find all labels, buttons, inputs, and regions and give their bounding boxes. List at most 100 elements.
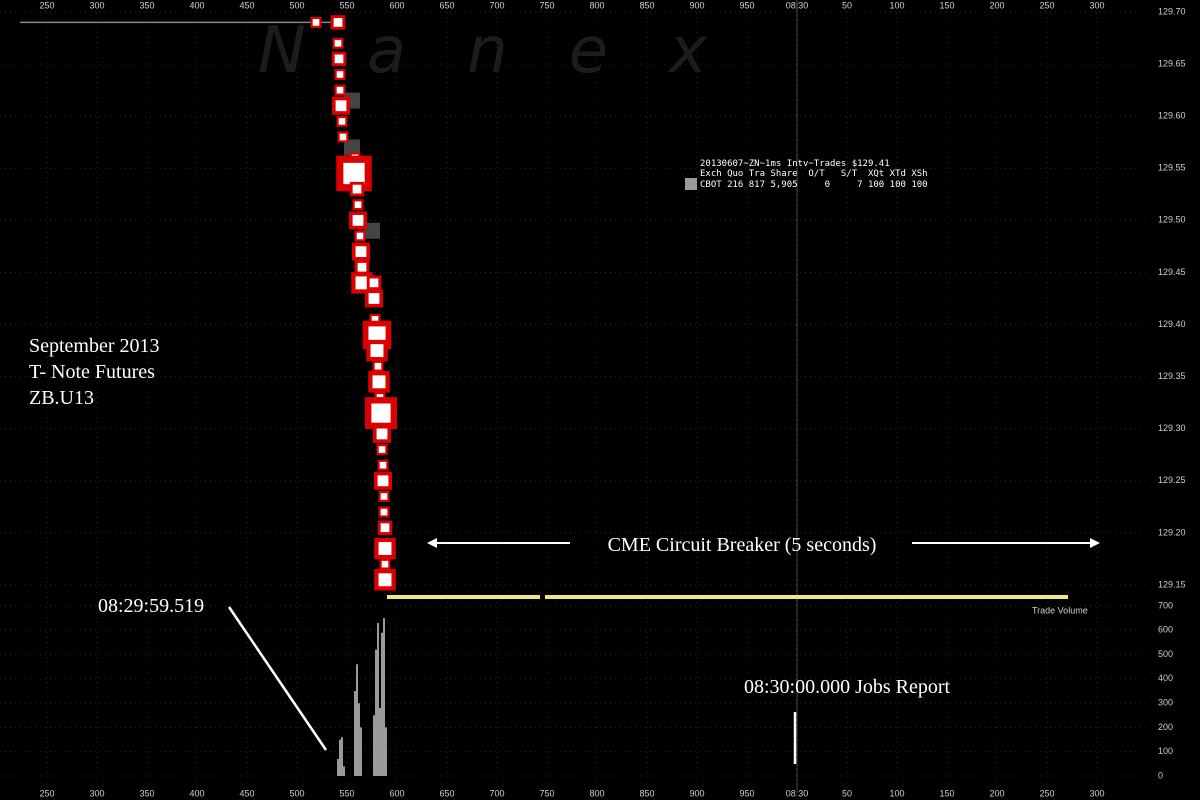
trade [354, 230, 366, 242]
x-tick-label: 50 [842, 0, 852, 10]
y2-tick-label: 200 [1158, 722, 1173, 732]
trade [379, 558, 391, 570]
trade [354, 259, 370, 275]
x-tick-label: 600 [389, 0, 404, 10]
y-tick-label: 129.55 [1158, 163, 1186, 173]
info-line: CBOT 216 817 5,905 0 7 100 100 100 [700, 180, 928, 190]
trade [374, 569, 396, 591]
x-tick-label: 250 [39, 788, 54, 798]
y-tick-label: 129.45 [1158, 267, 1186, 277]
y-tick-label: 129.25 [1158, 475, 1186, 485]
y-tick-label: 129.60 [1158, 111, 1186, 121]
x-tick-label: 400 [189, 0, 204, 10]
arrow-head [1090, 538, 1100, 548]
y-tick-label: 129.30 [1158, 423, 1186, 433]
y2-tick-label: 300 [1158, 698, 1173, 708]
y2-tick-label: 700 [1158, 600, 1173, 610]
y2-tick-label: 100 [1158, 746, 1173, 756]
x-tick-label: 300 [1089, 788, 1104, 798]
trade [378, 490, 390, 502]
y-tick-label: 129.50 [1158, 215, 1186, 225]
x-tick-label: 300 [89, 788, 104, 798]
x-tick-label: 450 [239, 788, 254, 798]
x-tick-label: 600 [389, 788, 404, 798]
y2-tick-label: 500 [1158, 649, 1173, 659]
x-tick-label: 850 [639, 0, 654, 10]
legend-label: Trade Volume [1032, 605, 1088, 615]
annotation: 08:30:00.000 Jobs Report [744, 676, 951, 698]
annotation: 08:29:59.519 [98, 595, 204, 617]
trade [377, 459, 389, 471]
x-tick-label: 50 [842, 788, 852, 798]
trade [378, 506, 390, 518]
x-tick-label: 650 [439, 788, 454, 798]
x-tick-label: 400 [189, 788, 204, 798]
x-tick-label: 100 [889, 788, 904, 798]
trade [337, 131, 349, 143]
info-icon [685, 178, 697, 190]
trade [376, 444, 388, 456]
trade [334, 69, 346, 81]
x-tick-label: 650 [439, 0, 454, 10]
x-tick-label: 300 [1089, 0, 1104, 10]
x-tick-label: 250 [1039, 0, 1054, 10]
trade [336, 115, 348, 127]
trade [351, 242, 370, 261]
trade [364, 289, 383, 308]
x-tick-label: 900 [689, 788, 704, 798]
x-tick-label: 450 [239, 0, 254, 10]
x-tick-label: 100 [889, 0, 904, 10]
trade [377, 520, 393, 535]
x-tick-label: 950 [739, 788, 754, 798]
trade [349, 181, 365, 197]
x-tick-label: 150 [939, 0, 954, 10]
y-tick-label: 129.70 [1158, 6, 1186, 16]
x-tick-label: 950 [739, 0, 754, 10]
y2-tick-label: 0 [1158, 770, 1163, 780]
trade [310, 16, 322, 28]
trade [373, 471, 392, 490]
y-tick-label: 129.15 [1158, 579, 1186, 589]
label-line: September 2013 [29, 335, 160, 357]
pointer [227, 606, 328, 751]
trade [331, 96, 350, 115]
x-tick-label: 350 [139, 0, 154, 10]
x-tick-label: 200 [989, 788, 1004, 798]
x-tick-label: 200 [989, 0, 1004, 10]
quote [364, 222, 380, 239]
trade [374, 537, 396, 560]
label-line: T- Note Futures [29, 361, 155, 383]
x-tick-label: 850 [639, 788, 654, 798]
x-tick-label: 750 [539, 788, 554, 798]
x-tick-label: 350 [139, 788, 154, 798]
x-tick-label: 550 [339, 788, 354, 798]
marks [20, 15, 398, 776]
trade [334, 84, 346, 96]
x-tick-label: 750 [539, 0, 554, 10]
info-line: 20130607~ZN~1ms Intv~Trades $129.41 [700, 159, 890, 169]
trade [365, 397, 398, 430]
x-tick-label: 550 [339, 0, 354, 10]
x-tick-label: 300 [89, 0, 104, 10]
trade [331, 51, 347, 67]
trade [366, 339, 388, 362]
watermark: N a n e x [258, 14, 708, 88]
trade [352, 199, 364, 211]
x-tick-label: 250 [1039, 788, 1054, 798]
x-tick-label: 250 [39, 0, 54, 10]
trade [372, 424, 391, 443]
y2-tick-label: 400 [1158, 673, 1173, 683]
info-line: Exch Quo Tra Share O/T S/T XQt XTd XSh [700, 169, 928, 179]
x-tick-label: 08:30 [786, 788, 809, 798]
x-tick-label: 700 [489, 788, 504, 798]
x-tick-label: 500 [289, 788, 304, 798]
arrow-head [427, 538, 437, 548]
trade [368, 371, 390, 393]
x-tick-label: 08:30 [786, 0, 809, 10]
y-tick-label: 129.40 [1158, 319, 1186, 329]
y2-tick-label: 600 [1158, 625, 1173, 635]
trade [348, 211, 367, 230]
y-tick-label: 129.65 [1158, 58, 1186, 68]
